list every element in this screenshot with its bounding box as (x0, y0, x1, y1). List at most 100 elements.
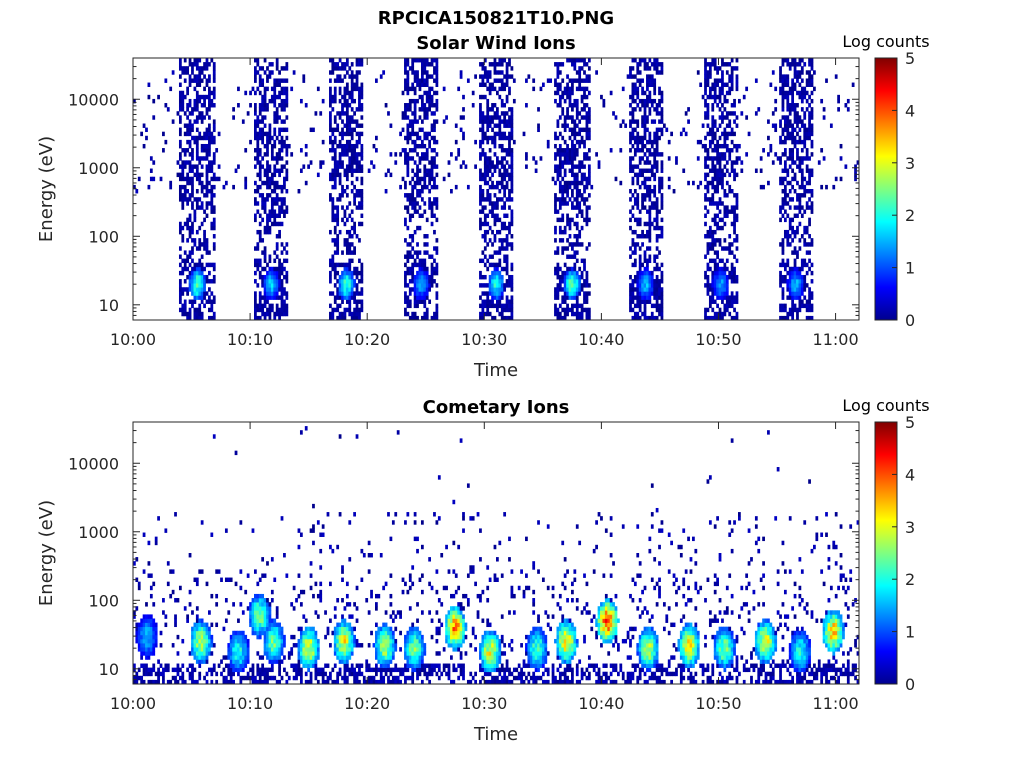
heatmap-cell (496, 131, 499, 137)
heatmap-cell (278, 90, 281, 96)
heatmap-cell (254, 103, 257, 108)
heatmap-cell (191, 246, 194, 251)
heatmap-cell (583, 291, 586, 296)
heatmap-cell (333, 238, 337, 243)
heatmap-cell (343, 152, 347, 157)
heatmap-cell (788, 156, 792, 161)
heatmap-cell (435, 238, 439, 243)
heatmap-cell (786, 135, 790, 141)
heatmap-cell (800, 279, 804, 284)
heatmap-cell (800, 299, 804, 304)
heatmap-cell (834, 176, 838, 182)
heatmap-cell (486, 229, 490, 235)
heatmap-cell (578, 82, 582, 87)
heatmap-cell (404, 238, 407, 243)
heatmap-cell (573, 184, 577, 190)
heatmap-cell (646, 156, 649, 161)
heatmap-cell (350, 311, 354, 317)
heatmap-cell (273, 250, 277, 255)
heatmap-cell (273, 98, 277, 104)
heatmap-cell (336, 127, 340, 133)
heatmap-cell (254, 258, 257, 264)
heatmap-cell (283, 213, 286, 218)
heatmap-cell (329, 270, 332, 276)
heatmap-cell (786, 115, 790, 120)
heatmap-cell (263, 254, 267, 259)
heatmap-cell (181, 164, 185, 169)
heatmap-cell (435, 295, 439, 300)
heatmap-cell (147, 671, 151, 677)
heatmap-cell (157, 659, 160, 664)
heatmap-cell (498, 127, 502, 133)
heatmap-cell (404, 58, 407, 63)
heatmap-cell (212, 70, 216, 75)
heatmap-cell (713, 229, 717, 235)
heatmap-cell (713, 270, 717, 276)
heatmap-cell (193, 291, 197, 296)
heatmap-cell (435, 201, 439, 206)
heatmap-cell (193, 279, 197, 284)
heatmap-cell (585, 74, 589, 79)
heatmap-cell (735, 213, 739, 218)
heatmap-cell (208, 307, 211, 313)
heatmap-cell (261, 94, 265, 100)
heatmap-cell (571, 86, 574, 92)
heatmap-cell (648, 209, 652, 214)
heatmap-cell (283, 307, 286, 313)
heatmap-cell (178, 103, 182, 108)
heatmap-cell (479, 201, 482, 206)
heatmap-cell (186, 66, 190, 71)
heatmap-cell (718, 279, 722, 284)
heatmap-cell (420, 291, 424, 296)
heatmap-cell (261, 66, 265, 71)
heatmap-cell (270, 303, 274, 309)
heatmap-cell (375, 148, 378, 153)
heatmap-cell (481, 221, 485, 227)
heatmap-cell (800, 156, 804, 161)
heatmap-cell (198, 176, 202, 182)
heatmap-cell (706, 246, 710, 251)
heatmap-cell (333, 160, 337, 165)
heatmap-cell (503, 119, 507, 124)
heatmap-cell (580, 270, 584, 276)
heatmap-cell (142, 614, 146, 619)
heatmap-cell (783, 123, 787, 128)
heatmap-cell (578, 127, 582, 133)
heatmap-cell (781, 62, 785, 67)
heatmap-cell (817, 160, 821, 165)
heatmap-cell (571, 107, 574, 112)
heatmap-cell (556, 266, 560, 272)
heatmap-cell (500, 78, 504, 83)
heatmap-cell (629, 164, 632, 169)
heatmap-cell (176, 160, 180, 165)
heatmap-cell (636, 180, 640, 186)
heatmap-cell (408, 234, 412, 239)
heatmap-cell (718, 143, 722, 149)
heatmap-cell (793, 115, 797, 120)
heatmap-cell (725, 303, 729, 309)
heatmap-cell (701, 94, 705, 100)
heatmap-cell (343, 283, 347, 288)
heatmap-cell (338, 193, 342, 198)
heatmap-cell (783, 193, 787, 198)
heatmap-cell (483, 70, 487, 75)
heatmap-cell (566, 148, 569, 153)
heatmap-cell (774, 127, 778, 133)
heatmap-cell (631, 168, 635, 173)
heatmap-cell (723, 131, 727, 137)
heatmap-cell (568, 221, 572, 227)
heatmap-cell (568, 152, 572, 157)
heatmap-cell (191, 123, 194, 128)
heatmap-cell (653, 58, 657, 63)
heatmap-cell (561, 78, 565, 83)
heatmap-cell (275, 193, 279, 198)
heatmap-cell (186, 258, 190, 264)
heatmap-cell (203, 184, 206, 190)
heatmap-cell (648, 221, 652, 227)
heatmap-cell (208, 123, 211, 128)
heatmap-cell (348, 311, 352, 317)
heatmap-cell (258, 295, 262, 300)
heatmap-cell (558, 103, 562, 108)
heatmap-cell (650, 279, 654, 284)
heatmap-cell (503, 246, 507, 251)
